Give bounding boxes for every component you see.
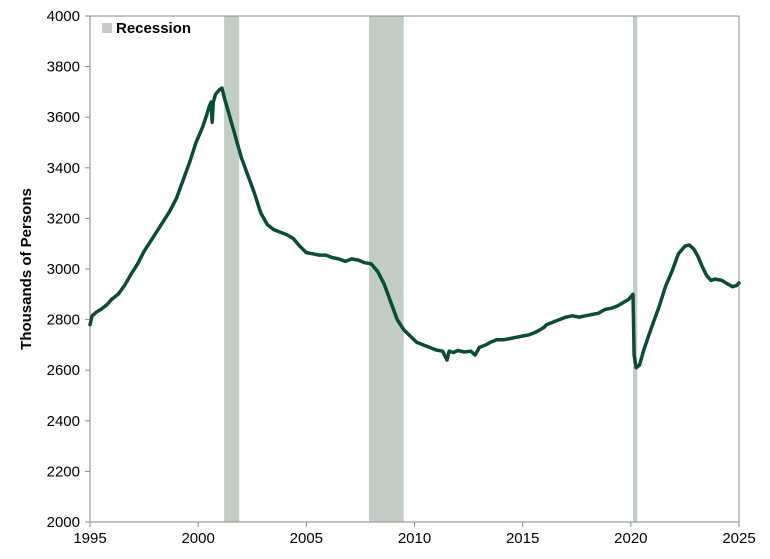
x-tick-label: 2000 [181, 530, 214, 547]
x-tick-label: 2015 [506, 530, 539, 547]
x-tick-label: 2010 [398, 530, 431, 547]
y-tick-label: 2200 [47, 463, 80, 480]
y-tick-label: 2800 [47, 312, 80, 329]
plot-frame [89, 15, 740, 523]
x-tick-label: 2020 [614, 530, 647, 547]
y-axis: 2000 2200 2400 2600 2800 3000 3200 3400 3600 3800… [47, 8, 90, 531]
y-tick-label: 3000 [47, 261, 80, 278]
y-axis-label: Thousands of Persons [18, 188, 35, 350]
recession-band-3 [632, 16, 638, 522]
y-tick-label: 2600 [47, 362, 80, 379]
recession-bands [224, 16, 638, 522]
y-tick-label: 4000 [47, 8, 80, 25]
y-tick-label: 3200 [47, 210, 80, 227]
legend-swatch-recession [102, 23, 112, 33]
y-tick-label: 2000 [47, 514, 80, 531]
legend-label-recession: Recession [116, 20, 191, 37]
legend: Recession [102, 20, 191, 37]
y-tick-label: 3600 [47, 109, 80, 126]
x-tick-label: 2005 [290, 530, 323, 547]
recession-band-1 [224, 16, 240, 522]
x-tick-label: 1995 [73, 530, 106, 547]
y-tick-label: 3800 [47, 59, 80, 76]
series-line-1 [88, 86, 741, 370]
y-tick-label: 2400 [47, 413, 80, 430]
x-axis: 1995 2000 2005 2010 2015 2020 2025 [73, 522, 756, 547]
y-tick-label: 3400 [47, 160, 80, 177]
x-tick-label: 2025 [722, 530, 755, 547]
series-group [88, 86, 741, 370]
